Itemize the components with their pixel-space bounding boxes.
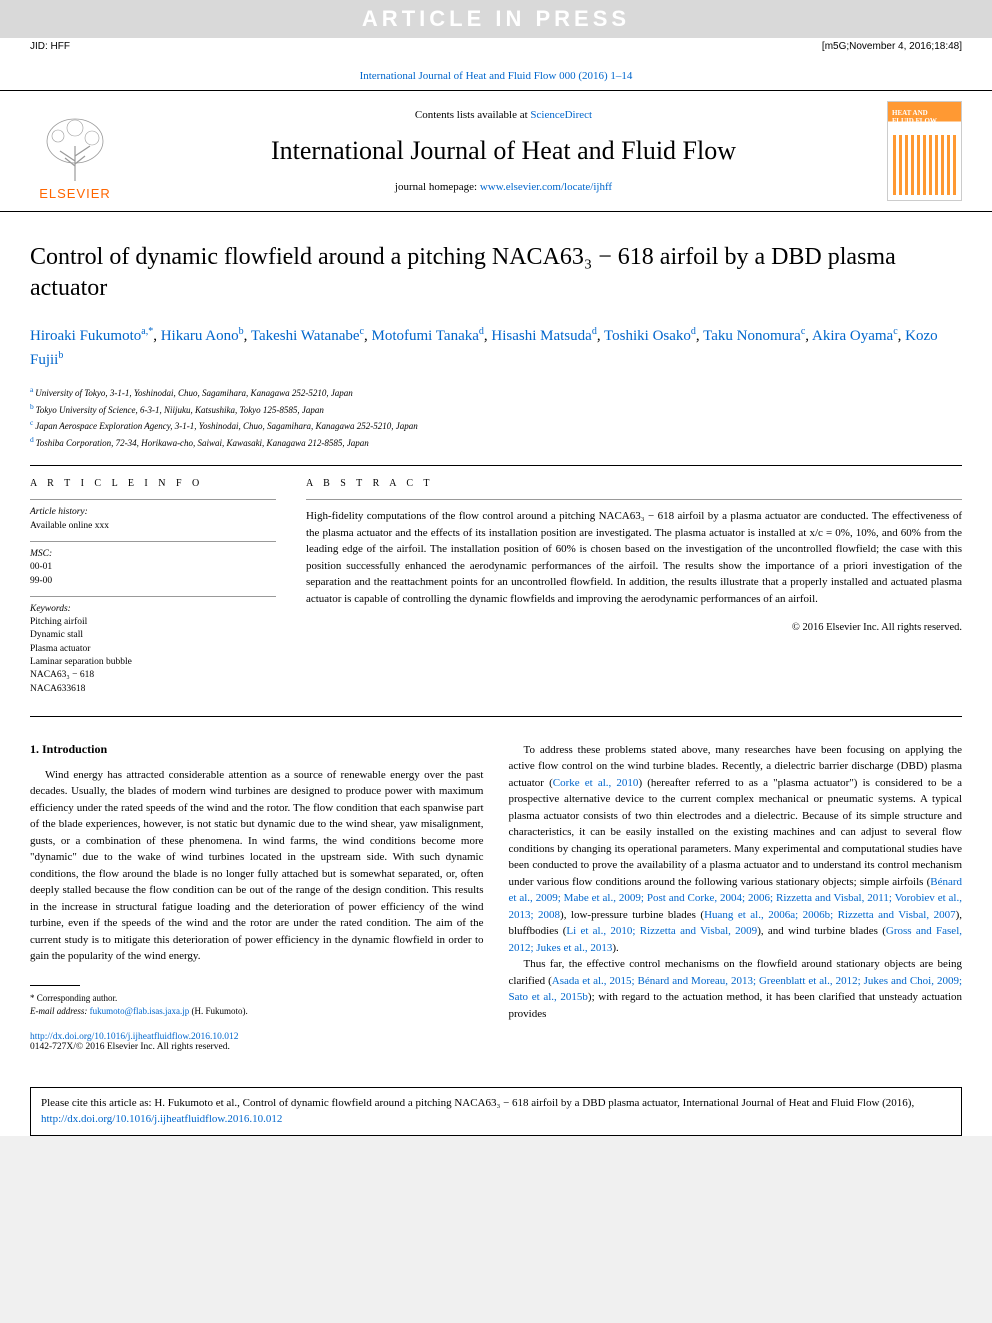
citation-box: Please cite this article as: H. Fukumoto… — [30, 1087, 962, 1136]
msc-label: MSC: — [30, 548, 276, 561]
elsevier-tree-icon — [40, 116, 110, 186]
author-affiliation-sup: c — [801, 326, 805, 337]
keyword-item: Plasma actuator — [30, 643, 276, 656]
article-info-column: A R T I C L E I N F O Article history: A… — [30, 466, 291, 716]
keyword-item: Pitching airfoil — [30, 616, 276, 629]
keyword-item: NACA633618 — [30, 683, 276, 696]
author-link[interactable]: Hiroaki Fukumoto — [30, 328, 141, 344]
info-abstract-block: A R T I C L E I N F O Article history: A… — [30, 465, 962, 717]
elsevier-text: ELSEVIER — [39, 186, 111, 201]
author-link[interactable]: Hisashi Matsuda — [491, 328, 591, 344]
doi-link[interactable]: http://dx.doi.org/10.1016/j.ijheatfluidf… — [30, 1032, 238, 1042]
history-label: Article history: — [30, 506, 276, 519]
author: Toshiki Osakod — [604, 328, 696, 344]
abstract-heading: A B S T R A C T — [306, 478, 962, 489]
author: Akira Oyamac — [812, 328, 898, 344]
footnote-separator — [30, 985, 80, 986]
author-affiliation-sup: c — [893, 326, 897, 337]
author-link[interactable]: Takeshi Watanabe — [251, 328, 360, 344]
keyword-item: Laminar separation bubble — [30, 656, 276, 669]
jid-bar: JID: HFF [m5G;November 4, 2016;18:48] — [0, 38, 992, 55]
col2-paragraph-1: To address these problems stated above, … — [509, 742, 963, 957]
sciencedirect-link[interactable]: ScienceDirect — [530, 109, 592, 121]
homepage-prefix: journal homepage: — [395, 181, 480, 193]
msc-item: 99-00 — [30, 575, 276, 588]
author: Hikaru Aonob — [161, 328, 244, 344]
header-center: Contents lists available at ScienceDirec… — [140, 109, 867, 193]
keyword-item: NACA63₃ − 618 — [30, 669, 276, 682]
author: Hiroaki Fukumotoa,* — [30, 328, 153, 344]
citation-link[interactable]: Li et al., 2010; Rizzetta and Visbal, 20… — [566, 925, 757, 937]
citation-link[interactable]: Huang et al., 2006a; 2006b; Rizzetta and… — [704, 909, 956, 921]
affiliations-list: a University of Tokyo, 3-1-1, Yoshinodai… — [30, 384, 962, 450]
msc-item: 00-01 — [30, 561, 276, 574]
author-link[interactable]: Akira Oyama — [812, 328, 893, 344]
keywords-block: Keywords: Pitching airfoilDynamic stallP… — [30, 596, 276, 696]
author-affiliation-sup: d — [691, 326, 696, 337]
author-affiliation-sup: d — [592, 326, 597, 337]
email-link[interactable]: fukumoto@flab.isas.jaxa.jp — [90, 1006, 190, 1016]
abstract-text: High-fidelity computations of the flow c… — [306, 508, 962, 607]
keywords-label: Keywords: — [30, 603, 276, 616]
article-info-heading: A R T I C L E I N F O — [30, 478, 276, 489]
journal-reference: International Journal of Heat and Fluid … — [0, 55, 992, 90]
contents-line: Contents lists available at ScienceDirec… — [140, 109, 867, 121]
copyright-line: © 2016 Elsevier Inc. All rights reserved… — [306, 622, 962, 633]
authors-list: Hiroaki Fukumotoa,*, Hikaru Aonob, Takes… — [30, 324, 962, 372]
author-link[interactable]: Hikaru Aono — [161, 328, 239, 344]
intro-paragraph-1: Wind energy has attracted considerable a… — [30, 767, 484, 965]
affiliation: d Toshiba Corporation, 72-34, Horikawa-c… — [30, 434, 962, 451]
contents-prefix: Contents lists available at — [415, 109, 530, 121]
author-affiliation-sup: a,* — [141, 326, 153, 337]
date-stamp: [m5G;November 4, 2016;18:48] — [822, 41, 962, 52]
author: Hisashi Matsudad — [491, 328, 596, 344]
msc-block: MSC: 00-0199-00 — [30, 541, 276, 588]
author-link[interactable]: Motofumi Tanaka — [371, 328, 478, 344]
author: Motofumi Tanakad — [371, 328, 483, 344]
email-suffix: (H. Fukumoto). — [189, 1006, 248, 1016]
article-in-press-banner: ARTICLE IN PRESS — [0, 0, 992, 38]
article-body: Control of dynamic flowfield around a pi… — [0, 212, 992, 1072]
cite-box-doi-link[interactable]: http://dx.doi.org/10.1016/j.ijheatfluidf… — [41, 1113, 282, 1125]
abstract-column: A B S T R A C T High-fidelity computatio… — [291, 466, 962, 716]
author-affiliation-sup: b — [58, 350, 63, 361]
history-block: Article history: Available online xxx — [30, 499, 276, 533]
col2-paragraph-2: Thus far, the effective control mechanis… — [509, 956, 963, 1022]
issn-line: 0142-727X/© 2016 Elsevier Inc. All right… — [30, 1042, 230, 1052]
author: Taku Nonomurac — [703, 328, 805, 344]
jid-code: JID: HFF — [30, 41, 70, 52]
homepage-line: journal homepage: www.elsevier.com/locat… — [140, 181, 867, 193]
author: Takeshi Watanabec — [251, 328, 364, 344]
author-link[interactable]: Taku Nonomura — [703, 328, 801, 344]
author-affiliation-sup: b — [239, 326, 244, 337]
author-affiliation-sup: c — [360, 326, 364, 337]
introduction-heading: 1. Introduction — [30, 742, 484, 757]
corresponding-author-note: * Corresponding author. E-mail address: … — [30, 992, 484, 1017]
cover-title: HEAT AND FLUID FLOW — [892, 110, 937, 125]
page-container: ARTICLE IN PRESS JID: HFF [m5G;November … — [0, 0, 992, 1136]
doi-block: http://dx.doi.org/10.1016/j.ijheatfluidf… — [30, 1032, 484, 1052]
author-link[interactable]: Toshiki Osako — [604, 328, 691, 344]
left-column: 1. Introduction Wind energy has attracte… — [30, 742, 484, 1052]
article-title: Control of dynamic flowfield around a pi… — [30, 242, 962, 304]
body-columns: 1. Introduction Wind energy has attracte… — [30, 742, 962, 1052]
history-text: Available online xxx — [30, 520, 276, 533]
journal-header: ELSEVIER Contents lists available at Sci… — [0, 90, 992, 212]
affiliation: c Japan Aerospace Exploration Agency, 3-… — [30, 417, 962, 434]
email-label: E-mail address: — [30, 1006, 90, 1016]
elsevier-logo[interactable]: ELSEVIER — [30, 101, 120, 201]
keyword-item: Dynamic stall — [30, 629, 276, 642]
journal-cover-thumbnail[interactable]: HEAT AND FLUID FLOW — [887, 101, 962, 201]
corresponding-label: * Corresponding author. — [30, 993, 117, 1003]
homepage-link[interactable]: www.elsevier.com/locate/ijhff — [480, 181, 612, 193]
cite-box-text: Please cite this article as: H. Fukumoto… — [41, 1097, 914, 1109]
author-affiliation-sup: d — [479, 326, 484, 337]
affiliation: a University of Tokyo, 3-1-1, Yoshinodai… — [30, 384, 962, 401]
affiliation: b Tokyo University of Science, 6-3-1, Ni… — [30, 401, 962, 418]
citation-link[interactable]: Corke et al., 2010 — [553, 777, 639, 789]
cover-bars-icon — [893, 135, 956, 195]
right-column: To address these problems stated above, … — [509, 742, 963, 1052]
journal-name: International Journal of Heat and Fluid … — [140, 136, 867, 166]
